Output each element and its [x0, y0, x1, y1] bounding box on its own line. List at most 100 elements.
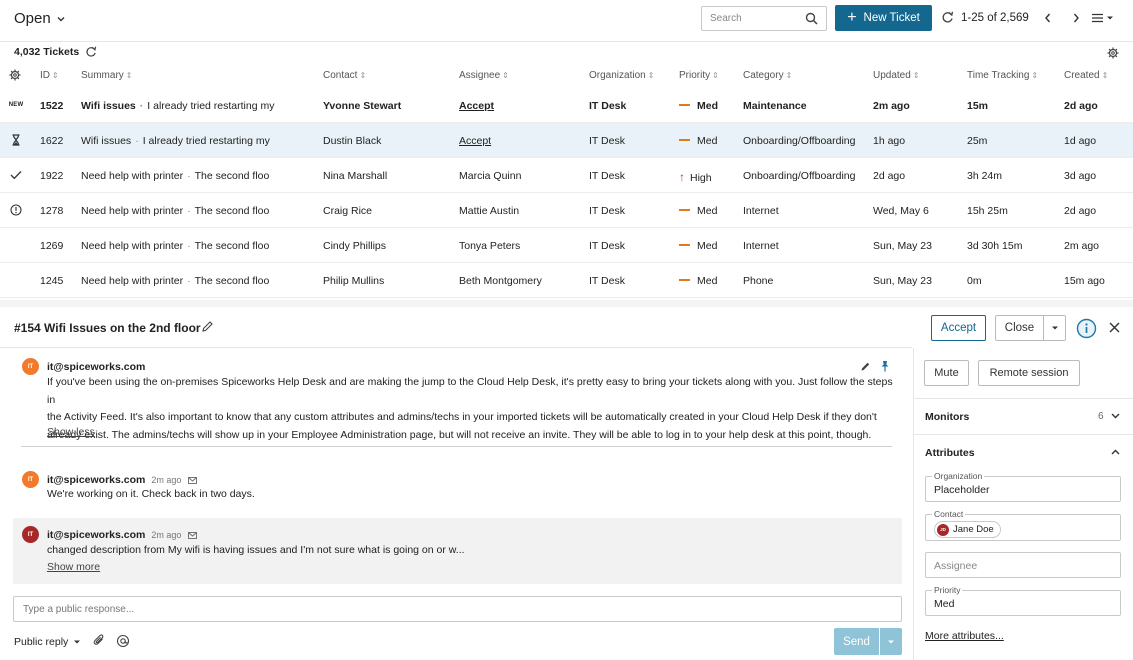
table-row[interactable]: 1278 Need help with printer · The second f… [0, 193, 1133, 228]
remote-session-button[interactable]: Remote session [978, 360, 1080, 386]
column-header-summary[interactable]: Summary ⇕ [81, 70, 133, 81]
message-time: 2m ago [151, 475, 182, 485]
priority-med-icon [679, 139, 690, 142]
ticket-category: Internet [743, 240, 779, 252]
attributes-section-label[interactable]: Attributes [925, 447, 975, 459]
ticket-count-label: 4,032 Tickets [14, 46, 80, 58]
assignee-field[interactable]: Assignee [925, 552, 1121, 578]
pencil-icon[interactable] [860, 361, 871, 372]
ticket-summary: Wifi issues · I already tried restarting m… [81, 100, 275, 112]
column-header-assignee[interactable]: Assignee ⇕ [459, 70, 509, 81]
refresh-icon[interactable] [85, 46, 97, 58]
refresh-icon[interactable] [941, 11, 954, 24]
paperclip-icon[interactable] [93, 634, 106, 648]
gear-icon[interactable] [9, 69, 21, 81]
avatar: JD [937, 523, 949, 536]
gear-icon[interactable] [1107, 47, 1119, 59]
table-row[interactable]: 1245 Need help with printer · The second f… [0, 263, 1133, 298]
chevron-down-icon[interactable] [1110, 411, 1121, 421]
search-input[interactable] [702, 13, 798, 24]
close-options-dropdown[interactable] [1044, 315, 1066, 341]
reply-type-label: Public reply [14, 636, 69, 648]
accept-link[interactable]: Accept [459, 135, 492, 147]
avatar: IT [22, 526, 39, 543]
ticket-updated: 2m ago [873, 100, 910, 112]
pencil-icon[interactable] [201, 320, 214, 333]
close-ticket-button[interactable]: Close [995, 315, 1044, 341]
ticket-detail-title: #154 Wifi Issues on the 2nd floor [14, 321, 201, 335]
column-header-contact[interactable]: Contact ⇕ [323, 70, 367, 81]
ticket-priority: Med [679, 100, 718, 112]
close-icon[interactable] [1108, 321, 1121, 334]
ticket-time-tracking: 25m [967, 135, 988, 147]
pane-divider[interactable] [0, 300, 1133, 307]
mute-button[interactable]: Mute [924, 360, 969, 386]
send-options-dropdown[interactable] [880, 628, 902, 655]
ticket-id: 1622 [40, 135, 64, 147]
column-header-updated[interactable]: Updated ⇕ [873, 70, 920, 81]
monitors-section-label[interactable]: Monitors [925, 411, 970, 423]
ticket-created: 3d ago [1064, 170, 1097, 182]
ticket-id: 1245 [40, 275, 64, 287]
chevron-right-icon[interactable] [1071, 12, 1081, 24]
organization-field[interactable]: Organization Placeholder [925, 471, 1121, 502]
response-input[interactable] [14, 597, 901, 621]
ticket-organization: IT Desk [589, 170, 625, 182]
accept-link[interactable]: Accept [459, 100, 495, 112]
ticket-created: 2d ago [1064, 100, 1098, 112]
search-box[interactable] [701, 6, 827, 31]
new-badge: NEW [8, 102, 24, 108]
list-options-menu[interactable] [1091, 12, 1114, 24]
ticket-priority: Med [679, 205, 717, 217]
contact-name: Jane Doe [953, 524, 994, 535]
ticket-priority: Med [679, 240, 717, 252]
send-button[interactable]: Send [834, 628, 879, 655]
column-header-category[interactable]: Category ⇕ [743, 70, 793, 81]
column-header-time-tracking[interactable]: Time Tracking ⇕ [967, 70, 1039, 81]
list-icon [1092, 13, 1103, 23]
search-icon[interactable] [805, 12, 818, 25]
contact-chip[interactable]: JD Jane Doe [934, 521, 1001, 538]
view-selector[interactable]: Open [14, 10, 66, 27]
pin-icon[interactable] [880, 360, 890, 372]
ticket-id: 1278 [40, 205, 64, 217]
priority-field[interactable]: Priority Med [925, 585, 1121, 616]
top-toolbar [0, 0, 1133, 42]
show-less-link[interactable]: Show less [47, 426, 95, 438]
chevron-up-icon[interactable] [1110, 447, 1121, 457]
response-field[interactable] [13, 596, 902, 622]
priority-field-label: Priority [932, 585, 963, 595]
column-header-created[interactable]: Created ⇕ [1064, 70, 1109, 81]
ticket-contact: Philip Mullins [323, 275, 385, 287]
show-more-link[interactable]: Show more [47, 561, 101, 573]
ticket-priority: Med [679, 275, 717, 287]
info-icon[interactable] [1076, 318, 1097, 339]
message-author: it@spiceworks.com 2m ago [47, 474, 198, 486]
message-body: We're working on it. Check back in two d… [47, 488, 255, 500]
chevron-left-icon[interactable] [1043, 12, 1053, 24]
ticket-category: Internet [743, 205, 779, 217]
ticket-updated: 1h ago [873, 135, 906, 147]
column-header-id[interactable]: ID ⇕ [40, 70, 59, 81]
priority-med-icon [679, 209, 690, 212]
ticket-summary: Need help with printer · The second floo [81, 170, 270, 182]
canned-response-icon[interactable] [116, 634, 130, 648]
more-attributes-link[interactable]: More attributes... [925, 630, 1004, 642]
ticket-summary: Need help with printer · The second floo [81, 240, 270, 252]
reply-type-dropdown[interactable]: Public reply [14, 636, 81, 648]
column-header-organization[interactable]: Organization ⇕ [589, 70, 655, 81]
ticket-summary: Need help with printer · The second floo [81, 275, 270, 287]
new-ticket-button[interactable]: + New Ticket [835, 5, 932, 31]
organization-field-label: Organization [932, 471, 985, 481]
table-row[interactable]: 1269 Need help with printer · The second f… [0, 228, 1133, 263]
accept-button[interactable]: Accept [931, 315, 986, 341]
table-row[interactable]: 1622 Wifi issues · I already tried restart… [0, 123, 1133, 158]
column-header-priority[interactable]: Priority ⇕ [679, 70, 719, 81]
ticket-category: Onboarding/Offboarding [743, 170, 856, 182]
divider [913, 398, 1133, 399]
table-row[interactable]: 1922 Need help with printer · The second f… [0, 158, 1133, 193]
table-row[interactable]: NEW 1522 Wifi issues · I already tried res… [0, 88, 1133, 123]
check-icon [9, 168, 23, 182]
contact-field[interactable]: Contact JD Jane Doe [925, 509, 1121, 541]
pagination-range: 1-25 of 2,569 [961, 12, 1029, 24]
